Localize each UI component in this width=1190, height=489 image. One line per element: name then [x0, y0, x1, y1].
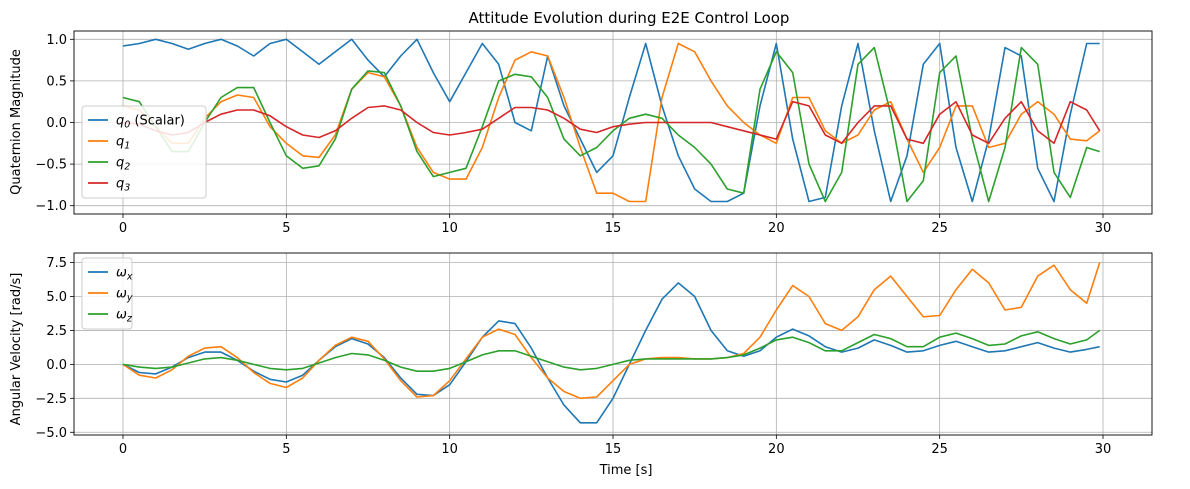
x-tick-label: 30 [1095, 442, 1112, 457]
x-tick-label: 15 [605, 221, 622, 236]
y-tick-label: −5.0 [35, 426, 67, 441]
attitude-panel: 0 5 10 15 20 25 30 −1.0 −0.5 0.0 0.5 1.0 q0 (Scalar)… [35, 30, 1153, 236]
x-tick-label: 10 [441, 442, 458, 457]
legend-label: ωy [116, 287, 133, 304]
y-tick-label: 0.0 [46, 358, 67, 373]
y-tick-label: 1.0 [46, 33, 67, 48]
series-line-q3 [122, 100, 1101, 145]
x-tick-label: 25 [931, 221, 948, 236]
y-tick-label: 2.5 [46, 324, 67, 339]
x-tick-label: 10 [441, 221, 458, 236]
series-group [122, 262, 1101, 424]
y-tick-label: 0.5 [46, 74, 67, 89]
y-tick-label: 7.5 [46, 256, 67, 271]
series-line-ωy [122, 262, 1101, 400]
angular-velocity-panel: 0 5 10 15 20 25 30 −5.0 −2.5 0.0 2.5 5.0 7.5 ωx ωy ωz [35, 252, 1153, 457]
x-tick-label: 20 [768, 221, 785, 236]
series-line-q0 [122, 38, 1100, 203]
legend-label: q2 [116, 156, 130, 173]
bottom-y-axis-label: Angular Velocity [rad/s] [9, 273, 24, 426]
x-tick-label: 5 [282, 221, 290, 236]
y-tick-label: 0.0 [46, 116, 67, 131]
series-line-q2 [122, 46, 1100, 203]
y-tick-label: −2.5 [35, 392, 67, 407]
legend: ωx ωy ωz [81, 257, 133, 330]
x-tick-label: 30 [1095, 221, 1112, 236]
legend: q0 (Scalar) q1 q2 q3 [81, 105, 207, 199]
y-tick-label: −0.5 [35, 158, 67, 173]
legend-label: ωx [116, 266, 133, 283]
legend-label: q0 (Scalar) [116, 114, 185, 131]
x-tick-label: 5 [282, 442, 290, 457]
top-y-axis-label: Quaternion Magnitude [9, 49, 24, 195]
legend-label: q3 [116, 177, 130, 194]
legend-box [81, 105, 207, 199]
legend-label: ωz [116, 308, 133, 325]
x-tick-label: 15 [605, 442, 622, 457]
y-tick-label: 5.0 [46, 290, 67, 305]
bottom-x-axis-label: Time [s] [599, 463, 653, 478]
series-line-ωx [122, 282, 1100, 424]
legend-label: q1 [116, 135, 130, 152]
x-tick-label: 20 [768, 442, 785, 457]
series-line-ωz [122, 329, 1101, 372]
series-group [122, 38, 1101, 203]
y-tick-label: −1.0 [35, 199, 67, 214]
chart-title: Attitude Evolution during E2E Control Lo… [469, 9, 790, 27]
x-tick-label: 0 [119, 442, 127, 457]
series-line-q1 [122, 42, 1101, 203]
x-tick-label: 25 [931, 442, 948, 457]
x-tick-label: 0 [119, 221, 127, 236]
